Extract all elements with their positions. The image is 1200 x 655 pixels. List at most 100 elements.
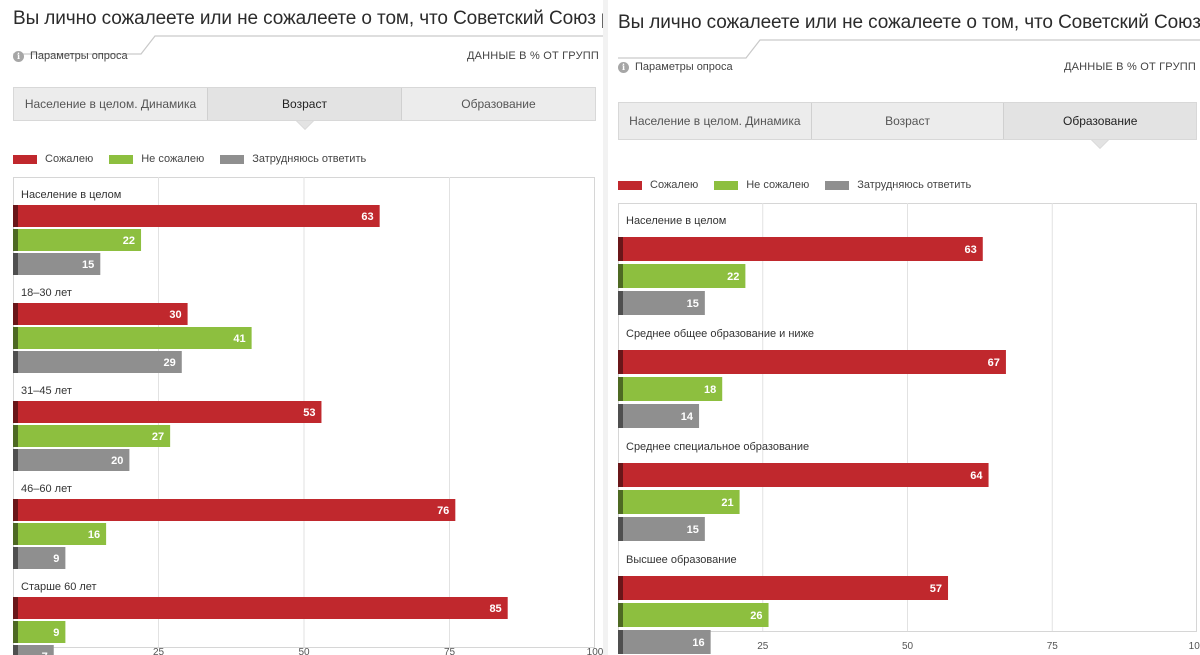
bar-edge bbox=[618, 490, 623, 514]
bar-edge bbox=[618, 237, 623, 261]
header-divider bbox=[13, 35, 603, 55]
legend-item-regret[interactable]: Сожалею bbox=[618, 178, 698, 192]
bar-undecided[interactable]: 14 bbox=[618, 404, 700, 428]
bar-edge bbox=[13, 621, 18, 643]
bar-chart-education: 0255075100Население в целом632215Среднее… bbox=[618, 203, 1200, 654]
tab-population-dynamics[interactable]: Население в целом. Динамика bbox=[14, 88, 208, 120]
bar-undecided[interactable]: 7 bbox=[13, 645, 54, 655]
bar-value-label: 14 bbox=[681, 411, 694, 423]
bar-edge bbox=[618, 350, 623, 374]
legend-item-regret[interactable]: Сожалею bbox=[13, 152, 93, 166]
bar-no-regret[interactable]: 22 bbox=[618, 264, 746, 288]
bar-fill bbox=[13, 327, 252, 349]
bar-fill bbox=[13, 547, 66, 569]
category-label: Население в целом bbox=[21, 189, 121, 201]
bar-no-regret[interactable]: 27 bbox=[13, 425, 171, 447]
legend-label-regret: Сожалею bbox=[650, 179, 699, 191]
bar-value-label: 21 bbox=[721, 497, 733, 509]
bar-edge bbox=[13, 303, 18, 325]
legend-item-no-regret[interactable]: Не сожалею bbox=[714, 178, 809, 192]
bar-regret[interactable]: 53 bbox=[13, 401, 322, 423]
bar-value-label: 85 bbox=[489, 603, 501, 615]
bar-undecided[interactable]: 16 bbox=[618, 630, 711, 654]
legend-item-undecided[interactable]: Затрудняюсь ответить bbox=[220, 152, 366, 166]
info-icon[interactable]: i bbox=[13, 51, 24, 62]
bar-fill bbox=[618, 630, 711, 654]
bar-fill bbox=[13, 205, 380, 227]
bar-undecided[interactable]: 15 bbox=[618, 517, 705, 541]
tab-age[interactable]: Возраст bbox=[208, 88, 402, 130]
bar-undecided[interactable]: 20 bbox=[13, 449, 130, 471]
category-label: Старше 60 лет bbox=[21, 581, 97, 593]
bar-value-label: 63 bbox=[361, 211, 373, 223]
bar-edge bbox=[618, 630, 623, 654]
bar-value-label: 9 bbox=[53, 553, 59, 565]
tick-label: 100 bbox=[1189, 641, 1200, 652]
tick-label: 75 bbox=[1047, 641, 1059, 652]
bar-value-label: 30 bbox=[169, 309, 181, 321]
bar-regret[interactable]: 63 bbox=[13, 205, 380, 227]
legend-swatch-undecided bbox=[220, 154, 245, 164]
legend-label-undecided: Затрудняюсь ответить bbox=[857, 179, 972, 191]
bar-edge bbox=[13, 523, 18, 545]
bar-value-label: 16 bbox=[88, 529, 100, 541]
bar-regret[interactable]: 57 bbox=[618, 576, 949, 600]
bar-regret[interactable]: 85 bbox=[13, 597, 508, 619]
bar-fill bbox=[13, 449, 130, 471]
bar-fill bbox=[13, 229, 142, 251]
bar-no-regret[interactable]: 9 bbox=[13, 621, 66, 643]
bar-regret[interactable]: 76 bbox=[13, 499, 456, 521]
bar-no-regret[interactable]: 16 bbox=[13, 523, 107, 545]
bar-no-regret[interactable]: 26 bbox=[618, 603, 769, 627]
legend-item-no-regret[interactable]: Не сожалею bbox=[109, 152, 204, 166]
bar-edge bbox=[13, 547, 18, 569]
bar-value-label: 22 bbox=[123, 235, 135, 247]
legend-swatch-regret bbox=[618, 180, 642, 190]
bar-no-regret[interactable]: 18 bbox=[618, 377, 723, 401]
bar-value-label: 67 bbox=[988, 357, 1000, 369]
bar-fill bbox=[13, 597, 508, 619]
bar-value-label: 15 bbox=[687, 524, 699, 536]
tab-bar: Население в целом. Динамика Возраст Обра… bbox=[13, 87, 596, 130]
category-label: Население в целом bbox=[626, 215, 726, 227]
bar-edge bbox=[618, 463, 623, 487]
bar-regret[interactable]: 30 bbox=[13, 303, 188, 325]
bar-value-label: 18 bbox=[704, 384, 716, 396]
bar-fill bbox=[618, 490, 740, 514]
category-label: Среднее специальное образование bbox=[626, 441, 809, 453]
bar-fill bbox=[13, 303, 188, 325]
bar-fill bbox=[13, 621, 66, 643]
tab-education[interactable]: Образование bbox=[461, 97, 536, 111]
bar-no-regret[interactable]: 22 bbox=[13, 229, 142, 251]
survey-params-link[interactable]: Параметры опроса bbox=[30, 50, 128, 62]
bar-edge bbox=[13, 645, 18, 655]
bar-fill bbox=[618, 404, 700, 428]
bar-value-label: 15 bbox=[82, 259, 94, 271]
tab-population-dynamics[interactable]: Население в целом. Динамика bbox=[619, 103, 812, 139]
legend-label-regret: Сожалею bbox=[45, 153, 94, 165]
bar-undecided[interactable]: 15 bbox=[13, 253, 101, 275]
tick-label: 100 bbox=[587, 647, 603, 655]
bar-undecided[interactable]: 9 bbox=[13, 547, 66, 569]
tab-education[interactable]: Образование bbox=[1004, 103, 1197, 149]
survey-params-link[interactable]: Параметры опроса bbox=[635, 61, 733, 73]
legend-item-undecided[interactable]: Затрудняюсь ответить bbox=[825, 178, 971, 192]
bar-regret[interactable]: 67 bbox=[618, 350, 1006, 374]
bar-fill bbox=[13, 351, 182, 373]
bar-edge bbox=[13, 499, 18, 521]
bar-regret[interactable]: 64 bbox=[618, 463, 989, 487]
survey-panel-education: Вы лично сожалеете или не сожалеете о то… bbox=[608, 0, 1200, 655]
legend-label-no-regret: Не сожалею bbox=[746, 179, 810, 191]
bar-no-regret[interactable]: 21 bbox=[618, 490, 740, 514]
bar-undecided[interactable]: 15 bbox=[618, 291, 705, 315]
bar-fill bbox=[618, 603, 769, 627]
bar-regret[interactable]: 63 bbox=[618, 237, 983, 261]
tab-age[interactable]: Возраст bbox=[812, 103, 1005, 139]
bar-undecided[interactable]: 29 bbox=[13, 351, 182, 373]
info-icon[interactable]: i bbox=[618, 62, 629, 73]
bar-fill bbox=[618, 463, 989, 487]
bar-edge bbox=[13, 401, 18, 423]
bar-edge bbox=[13, 327, 18, 349]
bar-no-regret[interactable]: 41 bbox=[13, 327, 252, 349]
